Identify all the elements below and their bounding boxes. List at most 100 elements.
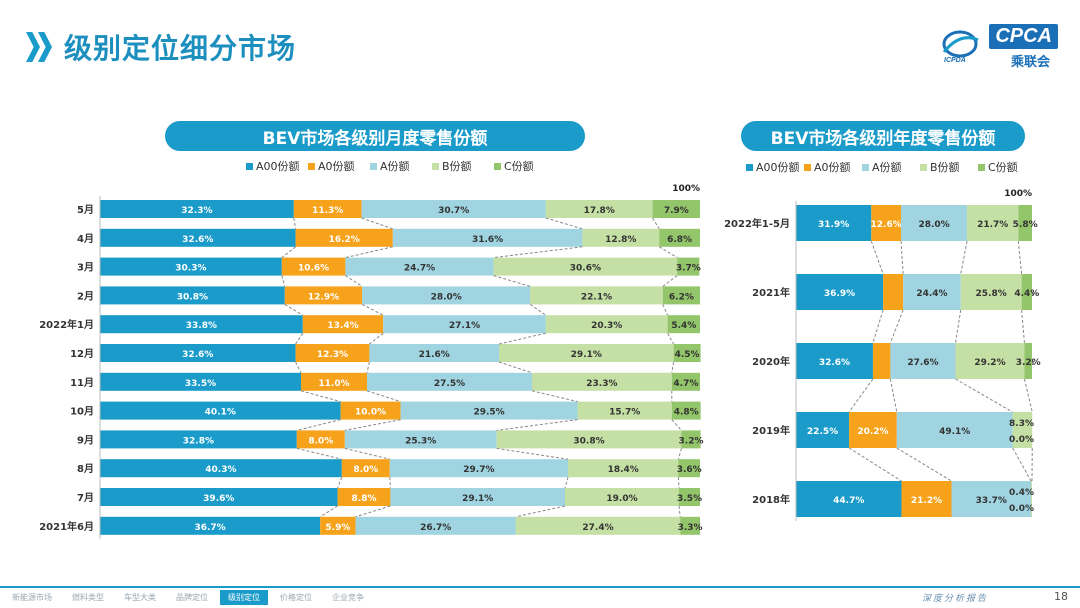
monthly-connector-4-1 [295,332,304,345]
monthly-data-label-10-3: 19.0% [606,494,637,504]
monthly-bar-11-4 [680,516,700,535]
annual-bar-3-2 [896,412,1013,448]
monthly-data-label-8-4: 3.2% [679,436,704,446]
monthly-category-label-0: 5月 [77,204,94,216]
monthly-category-label-6: 11月 [70,377,94,389]
monthly-connector-6-1 [300,390,341,403]
monthly-bar-4-1 [302,315,384,334]
monthly-data-label-0-2: 30.7% [438,206,469,216]
monthly-data-label-4-3: 20.3% [591,321,622,331]
annual-data-label-0-2: 28.0% [918,220,949,230]
monthly-bar-1-3 [582,228,660,247]
monthly-connector-4-3 [498,332,546,345]
annual-bar-0-4 [1018,205,1032,241]
nav-item-4[interactable]: 级别定位 [220,590,268,605]
monthly-legend-label-3: B份额 [442,160,472,173]
monthly-bar-4-3 [545,315,668,334]
monthly-data-label-10-0: 39.6% [203,494,234,504]
monthly-data-label-0-0: 32.3% [181,206,212,216]
monthly-data-label-7-0: 40.1% [205,408,236,418]
monthly-bar-7-3 [577,401,672,420]
monthly-bar-7-1 [340,401,401,420]
monthly-connector-1-3 [493,246,583,259]
annual-bar-1-1 [883,274,904,310]
monthly-category-label-2: 3月 [77,262,94,274]
monthly-category-label-8: 9月 [77,434,94,446]
annual-bar-2-2 [890,343,956,379]
monthly-data-label-2-4: 3.7% [676,264,701,274]
monthly-connector-1-4 [658,246,678,259]
monthly-connector-2-4 [662,275,678,287]
monthly-bar-6-0 [100,372,301,391]
monthly-bar-3-1 [284,286,363,305]
annual-connector-2-4 [1023,378,1033,413]
monthly-bar-7-4 [671,401,701,420]
monthly-connector-10-1 [319,505,338,518]
right-chart-title: BEV市场各级别年度零售份额 [741,121,1025,151]
footer-divider [0,586,1080,588]
monthly-data-label-4-0: 33.8% [186,321,217,331]
monthly-legend-label-1: A0份额 [318,160,355,173]
monthly-category-label-10: 7月 [77,492,94,504]
monthly-bar-5-3 [499,344,674,362]
monthly-bar-1-4 [659,228,700,247]
monthly-data-label-0-1: 11.3% [312,206,343,216]
monthly-bar-10-3 [565,488,679,506]
monthly-category-label-1: 4月 [77,233,94,245]
monthly-bar-9-1 [341,459,390,478]
nav-item-1[interactable]: 燃料类型 [72,593,104,602]
annual-data-label-1-0: 36.9% [824,289,855,299]
annual-bar-1-2 [903,274,961,310]
annual-bar-0-1 [871,205,902,241]
monthly-bar-2-0 [100,257,282,276]
annual-bar-2-1 [872,343,891,379]
annual-legend-swatch-4 [978,164,985,171]
monthly-connector-9-1 [337,477,343,489]
annual-bar-2-3 [955,343,1025,379]
monthly-total-label: 100% [672,184,700,194]
monthly-bar-2-2 [345,257,494,276]
annual-connector-0-3 [960,240,968,275]
page-header: 级别定位细分市场 [26,22,296,72]
monthly-data-label-7-4: 4.8% [674,408,699,418]
monthly-bar-6-4 [671,372,700,391]
nav-item-6[interactable]: 企业竞争 [332,593,364,602]
monthly-data-label-1-0: 32.6% [182,235,213,245]
monthly-data-label-8-2: 25.3% [405,436,436,446]
monthly-data-label-8-1: 8.0% [308,436,333,446]
nav-item-3[interactable]: 品牌定位 [176,593,208,602]
monthly-connector-8-1 [296,447,342,460]
monthly-bar-5-2 [369,344,499,362]
annual-data-label-4-4: 0.0% [1009,504,1034,514]
annual-bar-1-4 [1021,274,1032,310]
monthly-connector-4-4 [667,332,675,345]
monthly-data-label-5-4: 4.5% [675,350,700,360]
annual-connector-3-1 [848,447,902,482]
monthly-bar-9-0 [100,459,342,478]
monthly-data-label-5-0: 32.6% [182,350,213,360]
nav-item-2[interactable]: 车型大类 [124,593,156,602]
nav-item-0[interactable]: 新能源市场 [12,593,52,602]
monthly-bar-3-4 [662,286,700,305]
monthly-connector-10-4 [678,505,681,517]
annual-category-label-3: 2019年 [752,424,790,437]
monthly-category-label-7: 10月 [70,406,94,418]
annual-legend-swatch-2 [862,164,869,171]
annual-connector-1-3 [955,309,962,344]
monthly-data-label-4-4: 5.4% [671,321,696,331]
monthly-bar-10-0 [100,488,338,506]
annual-bar-4-2 [951,481,1032,517]
monthly-data-label-6-0: 33.5% [185,379,216,389]
annual-connector-1-2 [889,309,904,344]
monthly-data-label-2-3: 30.6% [570,264,601,274]
monthly-data-label-2-1: 10.6% [298,264,329,274]
nav-item-5[interactable]: 价格定位 [280,593,312,602]
monthly-bar-10-1 [337,488,391,506]
monthly-connector-7-2 [344,419,401,431]
monthly-connector-5-2 [366,361,370,373]
monthly-bar-8-3 [496,430,682,449]
annual-legend-swatch-0 [746,164,753,171]
monthly-connector-3-2 [361,303,384,316]
monthly-data-label-3-3: 22.1% [581,292,612,302]
monthly-data-label-0-4: 7.9% [664,206,689,216]
